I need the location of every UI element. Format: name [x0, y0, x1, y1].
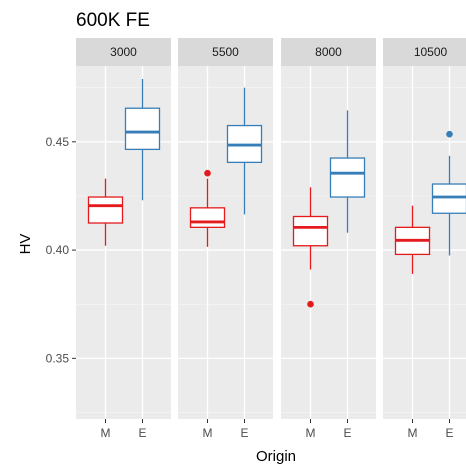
facet-strip-label: 3000 — [110, 45, 137, 59]
box-body — [431, 183, 466, 214]
x-tick-label: M — [306, 426, 316, 440]
facet-panel-10500: 10500 M E — [383, 38, 466, 440]
y-axis-title: HV — [17, 234, 34, 255]
box-E — [124, 78, 161, 201]
facet-panel-8000: 8000 M E — [281, 38, 376, 440]
facet-panels: 3000 M E 5500 M E 8000 M E 10500 M E — [76, 38, 466, 440]
box-M — [87, 178, 124, 246]
facet-strip — [281, 38, 376, 66]
panel-background — [178, 66, 273, 419]
facet-strip — [178, 38, 273, 66]
x-tick-label: M — [101, 426, 111, 440]
y-axis: 0.35 0.40 0.45 — [46, 135, 76, 365]
facet-strip — [383, 38, 466, 66]
box-E — [226, 87, 263, 215]
facet-panel-5500: 5500 M E — [178, 38, 273, 440]
y-tick-label: 0.45 — [46, 135, 70, 149]
x-tick-label: M — [203, 426, 213, 440]
box-E — [329, 110, 366, 233]
y-tick-label: 0.35 — [46, 351, 70, 365]
box-body — [124, 107, 161, 151]
box-body — [87, 196, 124, 224]
facet-panel-3000: 3000 M E — [76, 38, 171, 440]
x-tick-label: E — [343, 426, 351, 440]
x-axis-title: Origin — [256, 448, 296, 465]
box-M — [189, 169, 226, 247]
box-M — [292, 187, 329, 308]
facet-strip-label: 8000 — [315, 45, 342, 59]
outlier-point — [204, 169, 211, 177]
box-M — [394, 205, 431, 274]
chart-title: 600K FE — [76, 10, 150, 31]
outlier-point — [307, 300, 314, 308]
y-tick-label: 0.40 — [46, 243, 70, 257]
box-E — [431, 130, 466, 256]
x-tick-label: E — [445, 426, 453, 440]
box-body — [292, 215, 329, 247]
x-tick-label: E — [240, 426, 248, 440]
box-body — [329, 157, 366, 198]
facet-strip-label: 5500 — [212, 45, 239, 59]
facet-strip — [76, 38, 171, 66]
x-tick-label: E — [138, 426, 146, 440]
x-tick-label: M — [408, 426, 418, 440]
facet-strip-label: 10500 — [414, 45, 448, 59]
box-body — [189, 207, 226, 228]
outlier-point — [446, 130, 453, 138]
